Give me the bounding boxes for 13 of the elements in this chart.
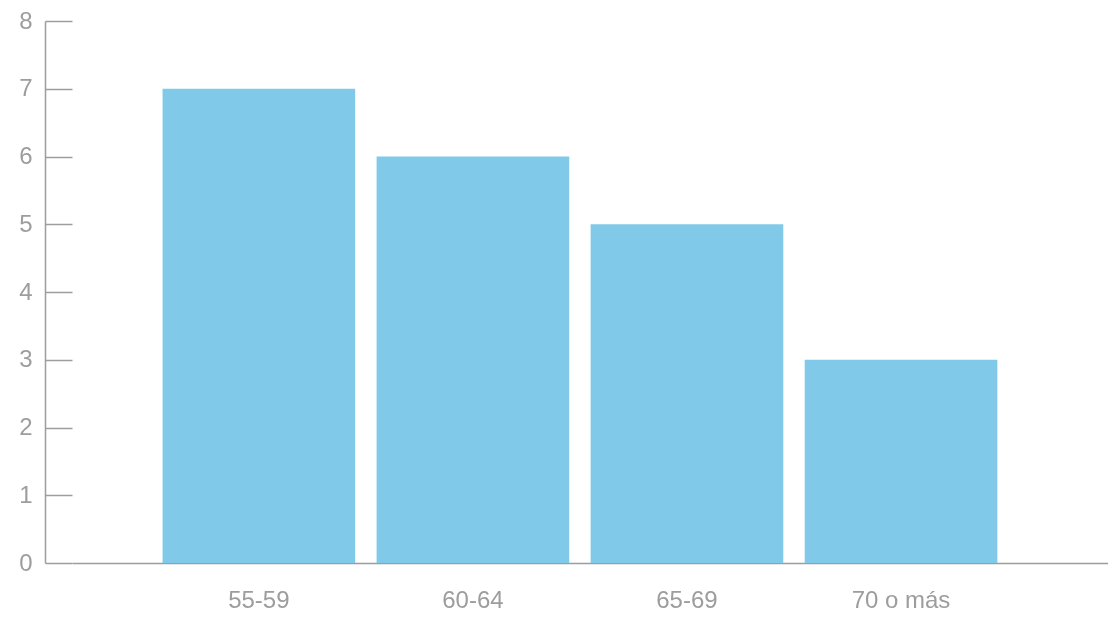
x-tick-label: 70 o más	[851, 585, 951, 613]
y-tick-label: 0	[19, 548, 33, 576]
y-tick-label: 1	[19, 480, 33, 508]
y-tick-label: 8	[19, 6, 33, 34]
y-tick-label: 3	[19, 345, 33, 373]
y-tick-label: 5	[19, 209, 33, 237]
y-tick-label: 4	[19, 277, 33, 305]
x-tick-label: 65-69	[656, 585, 718, 613]
y-tick-label: 2	[19, 413, 33, 440]
y-tick-label: 7	[19, 74, 33, 102]
x-tick-label: 55-59	[228, 585, 290, 613]
x-tick-label: 60-64	[442, 585, 504, 613]
y-tick-label: 6	[19, 142, 33, 169]
